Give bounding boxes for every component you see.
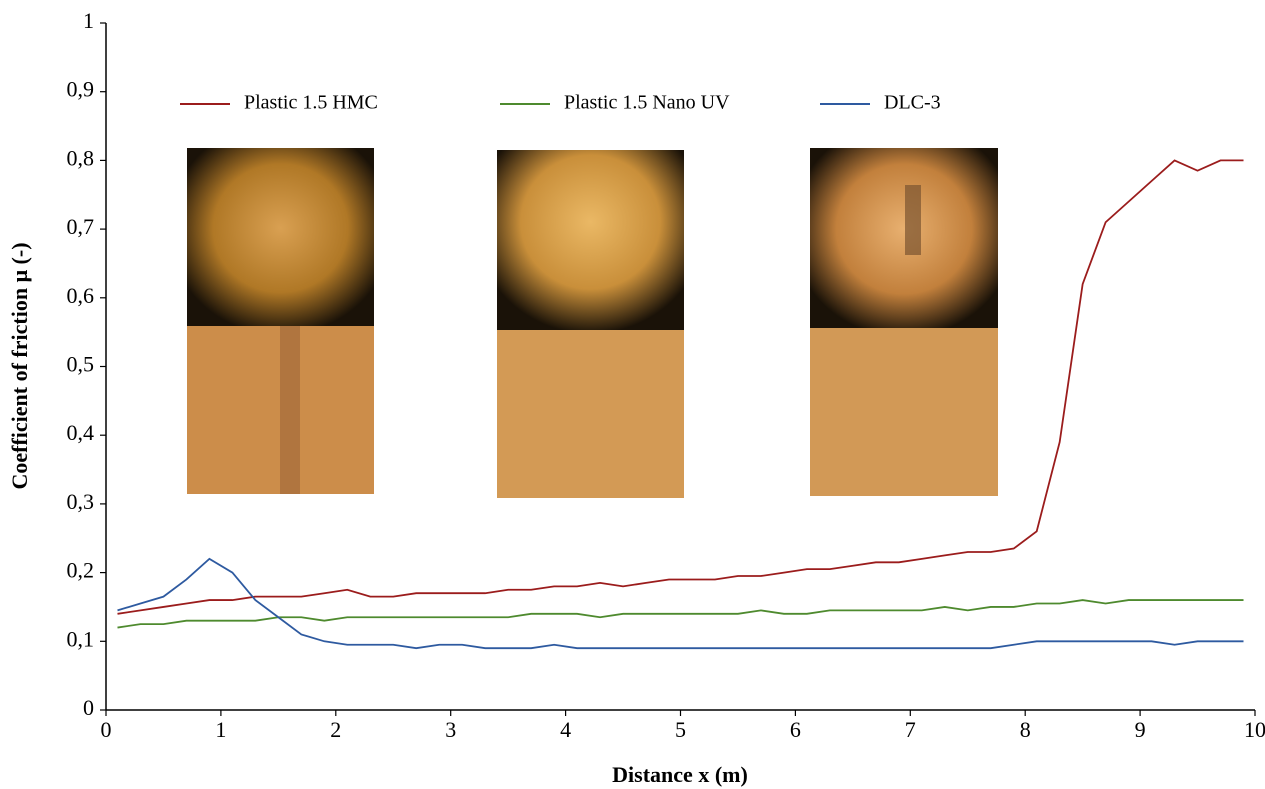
x-tick-label: 2 xyxy=(330,717,341,742)
x-tick-label: 6 xyxy=(790,717,801,742)
x-tick-label: 9 xyxy=(1135,717,1146,742)
y-tick-label: 0 xyxy=(83,695,94,720)
y-tick-label: 0,6 xyxy=(67,283,95,308)
x-axis-title: Distance x (m) xyxy=(612,762,748,787)
micrographs xyxy=(187,148,998,498)
y-tick-label: 0,4 xyxy=(67,420,95,445)
legend-label: DLC-3 xyxy=(884,92,941,114)
x-tick-label: 10 xyxy=(1244,717,1265,742)
series-line xyxy=(117,159,1244,615)
micrograph xyxy=(497,330,684,498)
wear-track xyxy=(905,185,921,255)
legend-label: Plastic 1.5 HMC xyxy=(244,92,378,114)
micrograph xyxy=(497,150,684,330)
micrograph xyxy=(187,148,374,326)
wear-track xyxy=(280,326,300,494)
x-tick-label: 0 xyxy=(101,717,112,742)
x-tick-label: 5 xyxy=(675,717,686,742)
x-tick-label: 7 xyxy=(905,717,916,742)
x-tick-label: 4 xyxy=(560,717,571,742)
series-line xyxy=(117,599,1244,629)
micrograph xyxy=(810,148,998,328)
y-tick-label: 0,3 xyxy=(67,489,95,514)
series-line xyxy=(117,557,1244,650)
legend-label: Plastic 1.5 Nano UV xyxy=(564,92,730,114)
y-axis-title: Coefficient of friction μ (-) xyxy=(7,242,32,489)
x-tick-label: 3 xyxy=(445,717,456,742)
x-tick-label: 8 xyxy=(1020,717,1031,742)
y-tick-label: 0,9 xyxy=(67,77,95,102)
x-tick-label: 1 xyxy=(215,717,226,742)
y-tick-label: 0,8 xyxy=(67,145,95,170)
y-tick-label: 0,2 xyxy=(67,558,95,583)
y-tick-label: 0,5 xyxy=(67,352,95,377)
micrograph xyxy=(810,328,998,496)
y-tick-label: 0,1 xyxy=(67,626,95,651)
y-tick-label: 0,7 xyxy=(67,214,95,239)
y-tick-label: 1 xyxy=(83,8,94,33)
